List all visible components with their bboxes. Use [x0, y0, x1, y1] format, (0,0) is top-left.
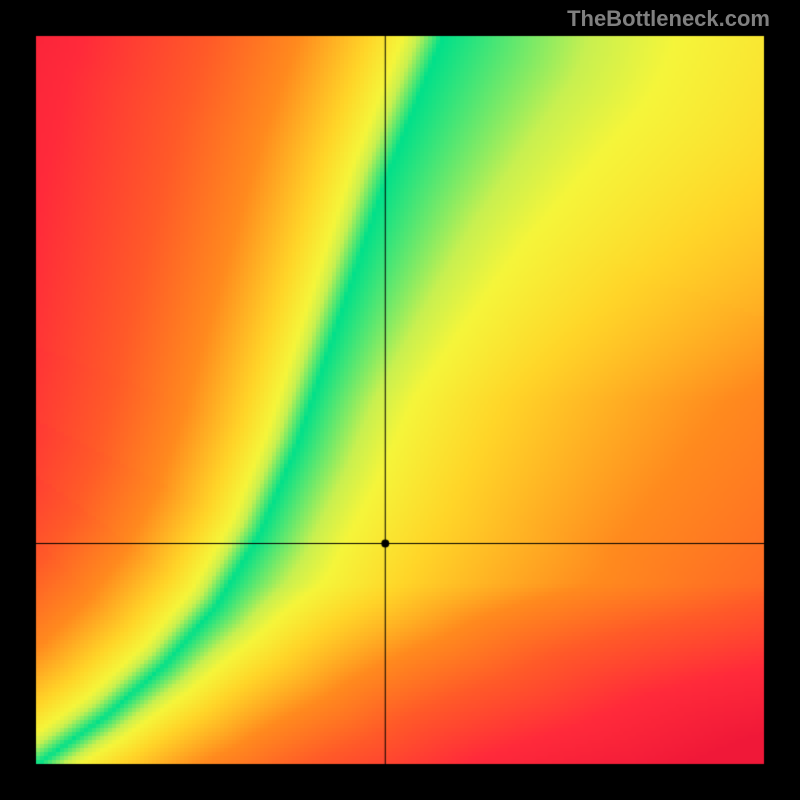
chart-container: TheBottleneck.com [0, 0, 800, 800]
watermark-text: TheBottleneck.com [567, 6, 770, 32]
plot-area [32, 32, 768, 768]
heatmap-canvas [32, 32, 768, 768]
